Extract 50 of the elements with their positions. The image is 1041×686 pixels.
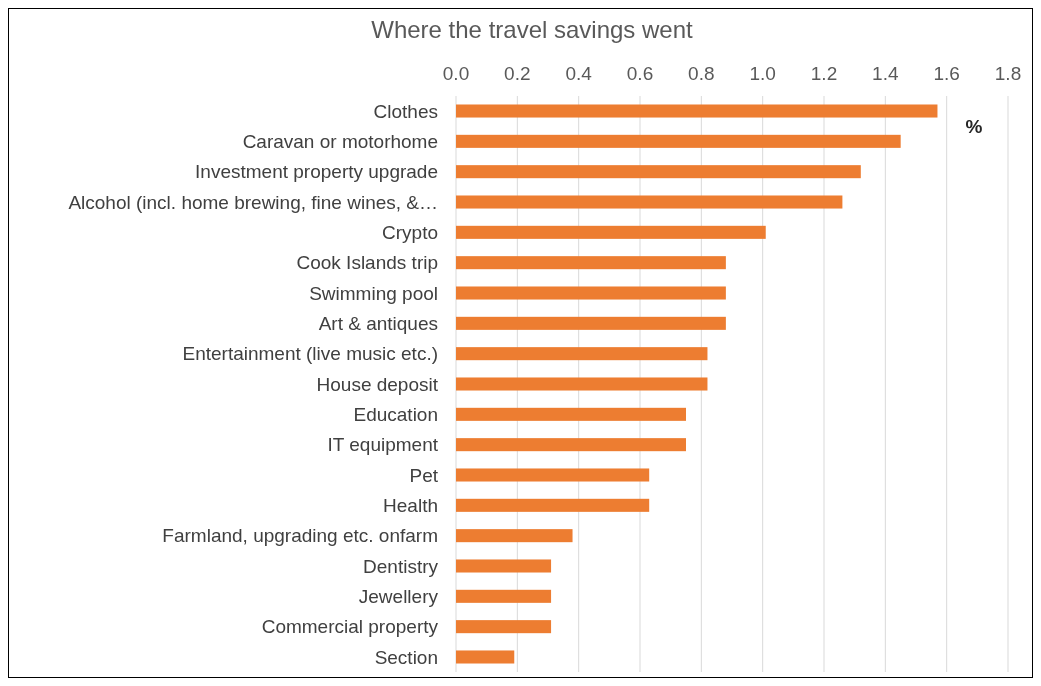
x-tick-label: 1.6 — [933, 63, 960, 84]
x-tick-label: 0.0 — [442, 63, 470, 84]
y-tick-label: Health — [383, 494, 438, 516]
bar — [456, 407, 686, 421]
y-tick-label: Swimming pool — [309, 282, 438, 304]
chart-title: Where the travel savings went — [371, 16, 694, 43]
bar — [456, 589, 552, 603]
bar — [456, 134, 901, 148]
y-tick-label: Crypto — [382, 221, 438, 243]
bar — [456, 438, 686, 452]
bar — [456, 498, 650, 512]
bar — [456, 529, 573, 543]
y-tick-label: Clothes — [373, 100, 438, 122]
bar — [456, 165, 861, 179]
x-tick-label: 1.0 — [749, 63, 776, 84]
x-tick-label: 0.8 — [688, 63, 715, 84]
x-tick-label: 1.8 — [994, 63, 1022, 84]
bar — [456, 620, 552, 634]
bar — [456, 225, 766, 239]
y-tick-label: Commercial property — [261, 616, 439, 638]
x-tick-label: 0.6 — [626, 63, 654, 84]
y-tick-label: Alcohol (incl. home brewing, fine wines, &… — [68, 191, 438, 213]
bar — [456, 347, 708, 361]
y-tick-label: Caravan or motorhome — [242, 131, 438, 152]
y-tick-label: Dentistry — [363, 555, 439, 577]
y-tick-label: Entertainment (live music etc.) — [182, 343, 438, 365]
y-tick-label: Farmland, upgrading etc. onfarm — [162, 525, 438, 547]
x-tick-label: 1.2 — [810, 63, 838, 84]
y-tick-label: Pet — [409, 464, 439, 486]
bar — [456, 377, 708, 391]
y-tick-label: Art & antiques — [318, 312, 438, 334]
y-tick-label: Section — [374, 646, 438, 668]
bar — [456, 316, 726, 330]
bar — [456, 650, 515, 664]
x-tick-label: 0.4 — [565, 63, 593, 84]
y-tick-label: House deposit — [316, 373, 439, 395]
y-tick-label: Education — [353, 403, 438, 425]
y-tick-label: Investment property upgrade — [195, 161, 438, 183]
bar — [456, 104, 938, 118]
bar — [456, 559, 552, 573]
x-tick-label: 0.2 — [504, 63, 531, 84]
x-tick-label: 1.4 — [872, 63, 899, 84]
y-tick-label: IT equipment — [327, 434, 439, 456]
bar — [456, 195, 843, 209]
bar — [456, 468, 650, 482]
y-tick-label: Cook Islands trip — [296, 252, 438, 274]
y-tick-label: Jewellery — [358, 585, 439, 607]
bar — [456, 256, 726, 270]
bar — [456, 286, 726, 300]
annotation: % — [965, 116, 983, 137]
